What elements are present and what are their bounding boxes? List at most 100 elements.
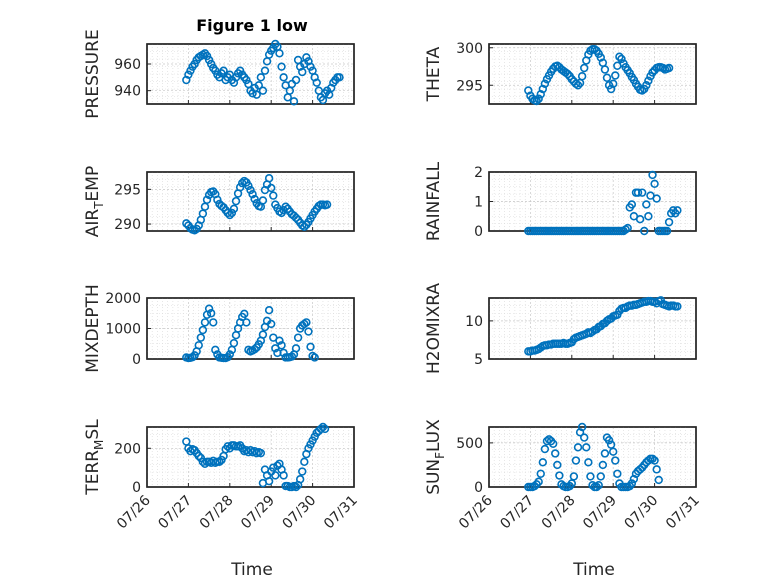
data-point (577, 72, 587, 81)
y-tick-label: 2000 (105, 291, 141, 307)
data-point (246, 185, 255, 195)
data-point (242, 318, 251, 327)
data-point (213, 195, 222, 204)
y-tick-label: 1000 (105, 322, 141, 338)
data-point (211, 345, 220, 355)
data-point (652, 465, 661, 474)
data-point (640, 226, 649, 236)
data-point (306, 62, 315, 71)
y-axis-label-main: MIXDEPTH (83, 284, 103, 373)
data-point (320, 424, 330, 434)
data-point (613, 469, 622, 478)
data-point (229, 338, 239, 348)
subplot-rainfall: 0 1 2 RAINFALL (424, 161, 697, 241)
y-tick-label: 2 (474, 165, 483, 181)
data-point (648, 170, 657, 180)
data-point (250, 345, 259, 354)
y-axis-label-main: TERR (83, 450, 103, 496)
data-point (300, 222, 309, 232)
y-axis-label: PRESSURE (83, 29, 103, 118)
data-point (600, 65, 610, 74)
data-point (673, 302, 682, 311)
data-point (594, 481, 603, 490)
y-axis-label-suffix: LUX (424, 419, 444, 452)
data-point (281, 202, 290, 211)
subplot-sun: 0 500 SUNFLUX 07/26 07/27 07/28 07/29 07/30 07/3… (424, 419, 703, 533)
data-point (322, 200, 332, 209)
data-point (644, 76, 653, 85)
data-point (571, 456, 581, 465)
y-tick-label: 500 (456, 436, 483, 452)
y-tick-label: 300 (456, 41, 483, 57)
y-axis-label-suffix: SL (83, 419, 103, 440)
data-point (240, 309, 249, 319)
data-point (584, 458, 593, 467)
data-point (258, 196, 268, 205)
data-point (194, 451, 203, 461)
data-point (573, 81, 583, 90)
y-axis-label: RAINFALL (424, 161, 444, 241)
data-point (182, 219, 191, 228)
data-point (225, 350, 235, 359)
subplot-theta: 295 300 THETA (424, 41, 697, 106)
y-axis-label-main: AIR (83, 209, 103, 238)
data-point (229, 204, 239, 213)
x-tick-label: 07/30 (622, 493, 662, 533)
data-point (293, 333, 303, 342)
data-point (600, 449, 610, 458)
y-axis-label-subscript: M (92, 440, 106, 450)
data-point (611, 456, 620, 465)
x-tick-label: 07/28 (539, 493, 579, 533)
data-point (277, 62, 286, 71)
y-tick-label: 295 (456, 78, 483, 94)
data-point (310, 353, 319, 362)
data-point (202, 51, 212, 61)
y-tick-label: 0 (474, 224, 483, 240)
data-point (248, 190, 257, 199)
data-point (291, 344, 301, 353)
subplot-terr: 0 200 TERRMSL 07/26 07/27 07/28 07/29 07/30 07/3… (83, 419, 361, 533)
y-axis-label: SUNFLUX (424, 419, 447, 495)
subplot-h2omixra: 5 10 H2OMIXRA (424, 283, 697, 374)
data-point (582, 443, 591, 452)
data-point (287, 352, 297, 361)
data-point (648, 454, 657, 463)
y-axis-label-subscript: T (92, 201, 106, 210)
data-point (604, 436, 614, 445)
data-point (312, 78, 321, 87)
data-point (264, 50, 274, 59)
data-point (267, 319, 276, 329)
data-point (227, 208, 237, 218)
data-point (662, 226, 672, 236)
data-point (260, 66, 270, 75)
y-tick-label: 0 (132, 480, 141, 496)
x-tick-label: 07/30 (280, 493, 320, 533)
data-point (534, 94, 543, 103)
data-point (617, 54, 626, 64)
axes-border (146, 297, 355, 360)
data-point (275, 49, 284, 58)
data-point (567, 479, 576, 488)
data-point (289, 97, 299, 106)
data-point (644, 212, 653, 221)
y-tick-label: 5 (474, 352, 483, 368)
x-tick-label: 07/31 (663, 493, 703, 533)
y-axis-label: AIRTEMP (83, 166, 106, 237)
axes-border (146, 426, 355, 488)
data-point (664, 217, 674, 227)
data-point (215, 457, 224, 467)
axes-border (488, 297, 697, 360)
data-point (204, 304, 214, 313)
data-point (291, 213, 301, 223)
data-point (194, 341, 203, 350)
data-point (275, 336, 284, 345)
data-point (615, 52, 624, 61)
data-point (190, 59, 199, 69)
data-point (202, 195, 212, 204)
data-point (553, 460, 562, 470)
data-point (235, 183, 245, 192)
data-point (648, 68, 657, 77)
data-point (573, 443, 583, 452)
y-axis-label: H2OMIXRA (424, 283, 444, 374)
x-tick-label: 07/28 (197, 493, 237, 533)
